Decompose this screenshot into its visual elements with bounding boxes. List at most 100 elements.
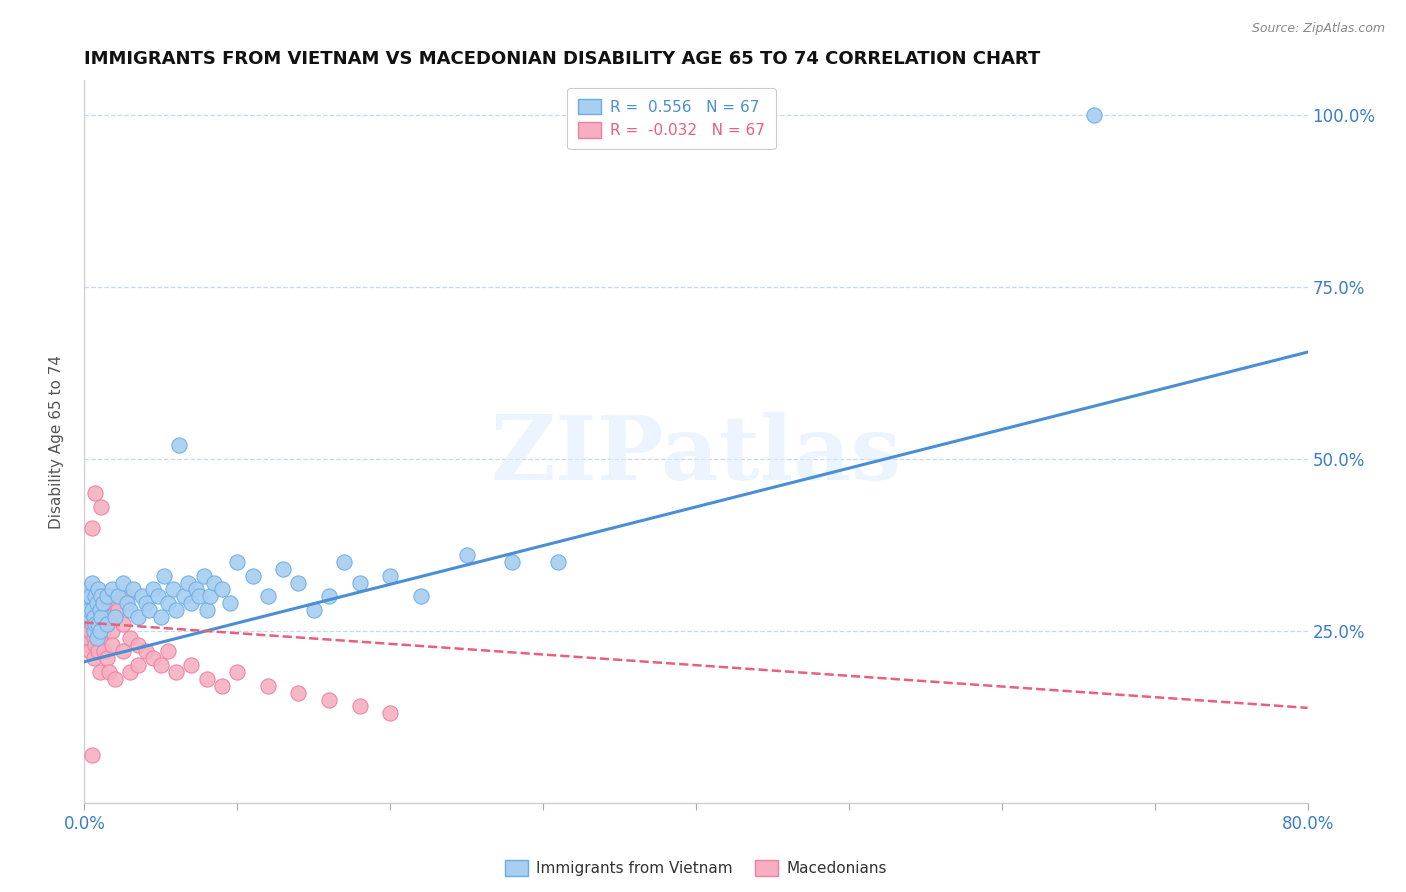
Point bbox=[87, 616, 110, 631]
Point bbox=[226, 555, 249, 569]
Point bbox=[79, 590, 101, 604]
Point bbox=[93, 644, 115, 658]
Point bbox=[349, 699, 371, 714]
Point bbox=[90, 590, 112, 604]
Point bbox=[75, 624, 97, 638]
Point bbox=[91, 624, 114, 638]
Point bbox=[456, 548, 478, 562]
Point bbox=[157, 644, 180, 658]
Point bbox=[226, 665, 249, 679]
Point bbox=[87, 644, 110, 658]
Point bbox=[89, 624, 111, 638]
Legend: Immigrants from Vietnam, Macedonians: Immigrants from Vietnam, Macedonians bbox=[499, 854, 893, 882]
Point bbox=[135, 644, 157, 658]
Text: IMMIGRANTS FROM VIETNAM VS MACEDONIAN DISABILITY AGE 65 TO 74 CORRELATION CHART: IMMIGRANTS FROM VIETNAM VS MACEDONIAN DI… bbox=[84, 50, 1040, 68]
Point bbox=[101, 638, 124, 652]
Point bbox=[120, 665, 142, 679]
Point bbox=[91, 596, 114, 610]
Point bbox=[349, 575, 371, 590]
Point bbox=[165, 665, 187, 679]
Point bbox=[76, 638, 98, 652]
Point bbox=[84, 590, 107, 604]
Point bbox=[333, 555, 356, 569]
Point bbox=[97, 665, 120, 679]
Point bbox=[83, 596, 105, 610]
Point bbox=[80, 520, 103, 534]
Point bbox=[104, 672, 127, 686]
Point bbox=[195, 672, 218, 686]
Point bbox=[180, 658, 202, 673]
Point bbox=[131, 590, 153, 604]
Point bbox=[98, 610, 121, 624]
Point bbox=[96, 616, 118, 631]
Point bbox=[242, 568, 264, 582]
Point bbox=[86, 631, 108, 645]
Point bbox=[86, 596, 108, 610]
Point bbox=[167, 438, 190, 452]
Point bbox=[111, 575, 134, 590]
Point bbox=[165, 603, 187, 617]
Point bbox=[115, 590, 138, 604]
Text: ZIPatlas: ZIPatlas bbox=[491, 412, 901, 500]
Point bbox=[86, 610, 108, 624]
Point bbox=[107, 603, 129, 617]
Point bbox=[76, 610, 98, 624]
Point bbox=[380, 568, 402, 582]
Point bbox=[111, 616, 134, 631]
Point bbox=[76, 590, 98, 604]
Point bbox=[79, 644, 101, 658]
Point bbox=[115, 596, 138, 610]
Point bbox=[77, 616, 100, 631]
Point bbox=[198, 590, 221, 604]
Point bbox=[409, 590, 432, 604]
Point bbox=[101, 582, 124, 597]
Point bbox=[79, 624, 101, 638]
Point bbox=[89, 603, 111, 617]
Point bbox=[257, 590, 280, 604]
Point bbox=[502, 555, 524, 569]
Point bbox=[146, 590, 169, 604]
Point bbox=[257, 679, 280, 693]
Point bbox=[91, 610, 114, 624]
Point bbox=[101, 624, 124, 638]
Point bbox=[180, 596, 202, 610]
Point bbox=[96, 590, 118, 604]
Point bbox=[380, 706, 402, 721]
Point bbox=[149, 610, 172, 624]
Point bbox=[90, 610, 112, 624]
Point bbox=[127, 658, 149, 673]
Point bbox=[107, 590, 129, 604]
Point bbox=[96, 616, 118, 631]
Point bbox=[547, 555, 569, 569]
Point bbox=[80, 747, 103, 762]
Point bbox=[104, 610, 127, 624]
Point bbox=[127, 638, 149, 652]
Point bbox=[84, 486, 107, 500]
Point bbox=[84, 616, 107, 631]
Point bbox=[97, 590, 120, 604]
Point bbox=[211, 582, 233, 597]
Point bbox=[211, 679, 233, 693]
Point bbox=[84, 603, 107, 617]
Point bbox=[149, 658, 172, 673]
Point bbox=[120, 603, 142, 617]
Point bbox=[142, 582, 165, 597]
Point bbox=[86, 624, 108, 638]
Point bbox=[79, 610, 101, 624]
Point bbox=[202, 575, 225, 590]
Point bbox=[153, 568, 176, 582]
Point bbox=[80, 603, 103, 617]
Point bbox=[77, 603, 100, 617]
Point bbox=[86, 590, 108, 604]
Point bbox=[138, 603, 160, 617]
Point bbox=[135, 596, 157, 610]
Point bbox=[93, 596, 115, 610]
Point bbox=[271, 562, 294, 576]
Text: Source: ZipAtlas.com: Source: ZipAtlas.com bbox=[1251, 22, 1385, 36]
Point bbox=[87, 616, 110, 631]
Point bbox=[89, 631, 111, 645]
Point bbox=[89, 596, 111, 610]
Point bbox=[287, 686, 309, 700]
Point bbox=[287, 575, 309, 590]
Point bbox=[188, 590, 211, 604]
